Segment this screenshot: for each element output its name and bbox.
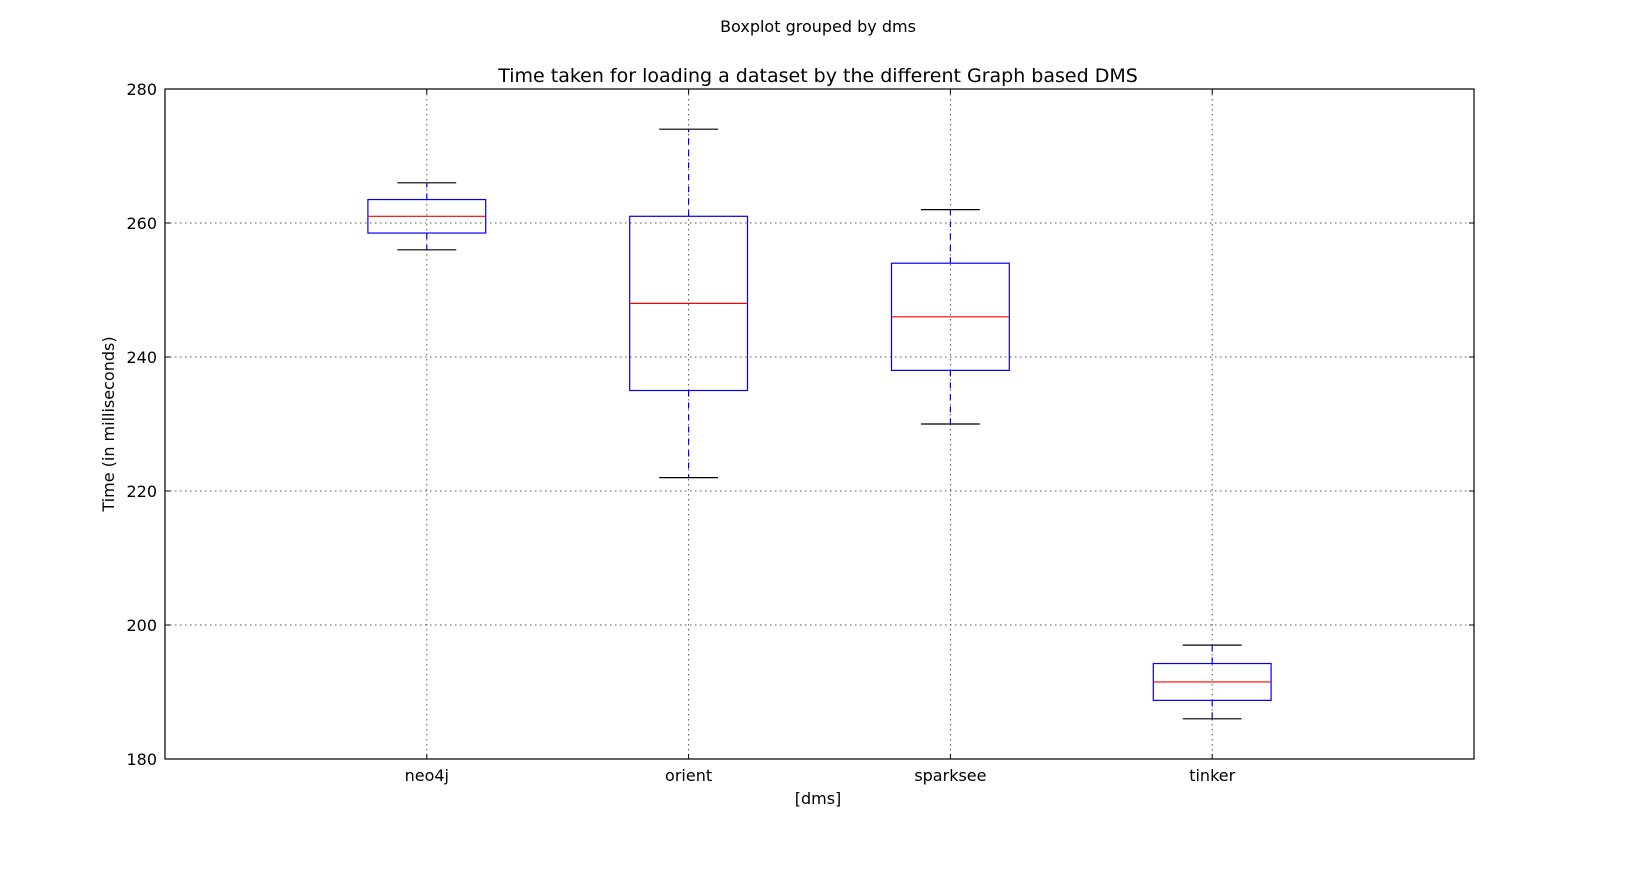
x-axis-label: [dms] <box>795 789 842 808</box>
x-tick-label: sparksee <box>914 766 986 785</box>
grid-lines <box>165 88 1474 760</box>
y-tick-label: 200 <box>126 616 157 635</box>
y-tick-label: 240 <box>126 348 157 367</box>
y-tick-label: 220 <box>126 482 157 501</box>
x-axis-ticks: neo4j orient sparksee tinker <box>405 89 1236 785</box>
y-axis-label: Time (in milliseconds) <box>99 336 118 512</box>
y-tick-label: 180 <box>126 750 157 769</box>
y-tick-label: 280 <box>126 80 157 99</box>
x-tick-label: tinker <box>1189 766 1235 785</box>
x-tick-label: orient <box>665 766 712 785</box>
box-series <box>367 128 1272 720</box>
plot-area-frame <box>164 88 1475 760</box>
box-tinker <box>1152 644 1272 720</box>
y-axis-ticks: 180 200 220 240 260 280 <box>126 80 1474 769</box>
box-neo4j <box>367 182 487 251</box>
y-tick-label: 260 <box>126 214 157 233</box>
x-tick-label: neo4j <box>405 766 449 785</box>
chart-suptitle: Boxplot grouped by dms <box>720 17 916 36</box>
chart-title: Time taken for loading a dataset by the … <box>497 65 1138 87</box>
box-sparksee <box>890 209 1010 425</box>
box-orient <box>629 128 749 479</box>
